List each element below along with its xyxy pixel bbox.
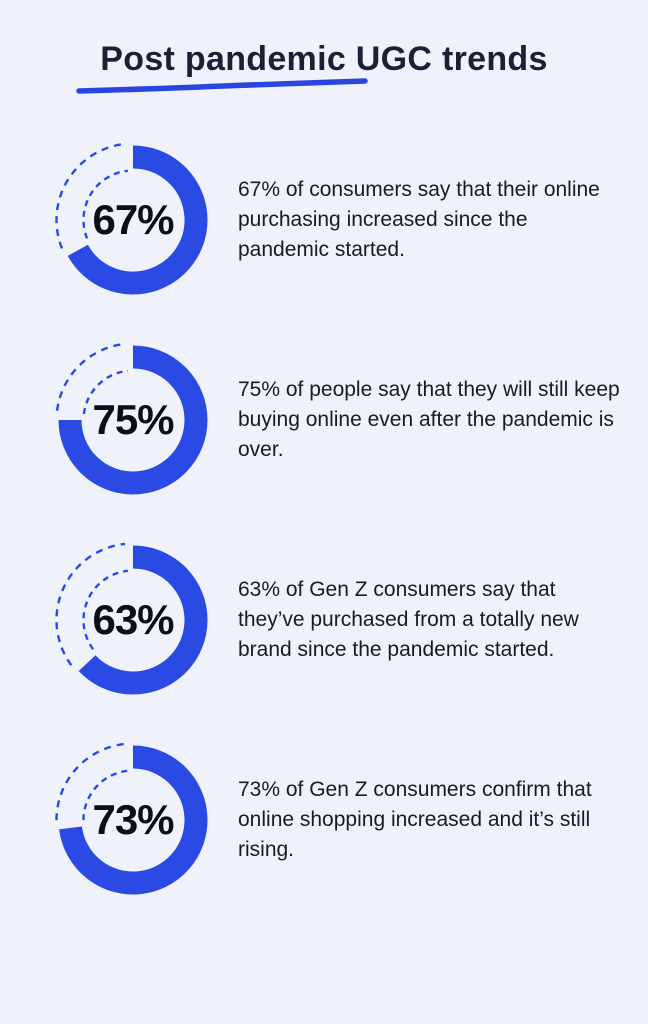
stat-row: 63% 63% of Gen Z consumers say that they… xyxy=(0,537,648,703)
donut-percentage-label: 75% xyxy=(92,396,174,443)
donut-rings xyxy=(55,342,208,495)
donut-rings xyxy=(55,742,208,895)
stat-description: 63% of Gen Z consumers say that they’ve … xyxy=(238,578,579,661)
donut-chart: 63% xyxy=(50,537,216,703)
stat-row: 73% 73% of Gen Z consumers confirm that … xyxy=(0,737,648,903)
title-underline-stroke xyxy=(76,78,368,94)
donut-percentage-label: 63% xyxy=(92,596,174,643)
donut-chart: 67% xyxy=(50,137,216,303)
donut-percentage-label: 67% xyxy=(92,196,174,243)
donut-rings xyxy=(55,142,208,295)
stat-description: 73% of Gen Z consumers confirm that onli… xyxy=(238,778,592,861)
page-title: Post pandemic UGC trends xyxy=(100,40,548,78)
stat-description: 75% of people say that they will still k… xyxy=(238,378,620,461)
stat-description: 67% of consumers say that their online p… xyxy=(238,178,600,261)
stats-list: 67% 67% of consumers say that their onli… xyxy=(0,137,648,903)
stat-row: 67% 67% of consumers say that their onli… xyxy=(0,137,648,303)
donut-chart: 73% xyxy=(50,737,216,903)
donut-chart: 75% xyxy=(50,337,216,503)
header: Post pandemic UGC trends xyxy=(0,0,648,94)
stat-row: 75% 75% of people say that they will sti… xyxy=(0,337,648,503)
donut-percentage-label: 73% xyxy=(92,796,174,843)
donut-rings xyxy=(55,542,208,695)
